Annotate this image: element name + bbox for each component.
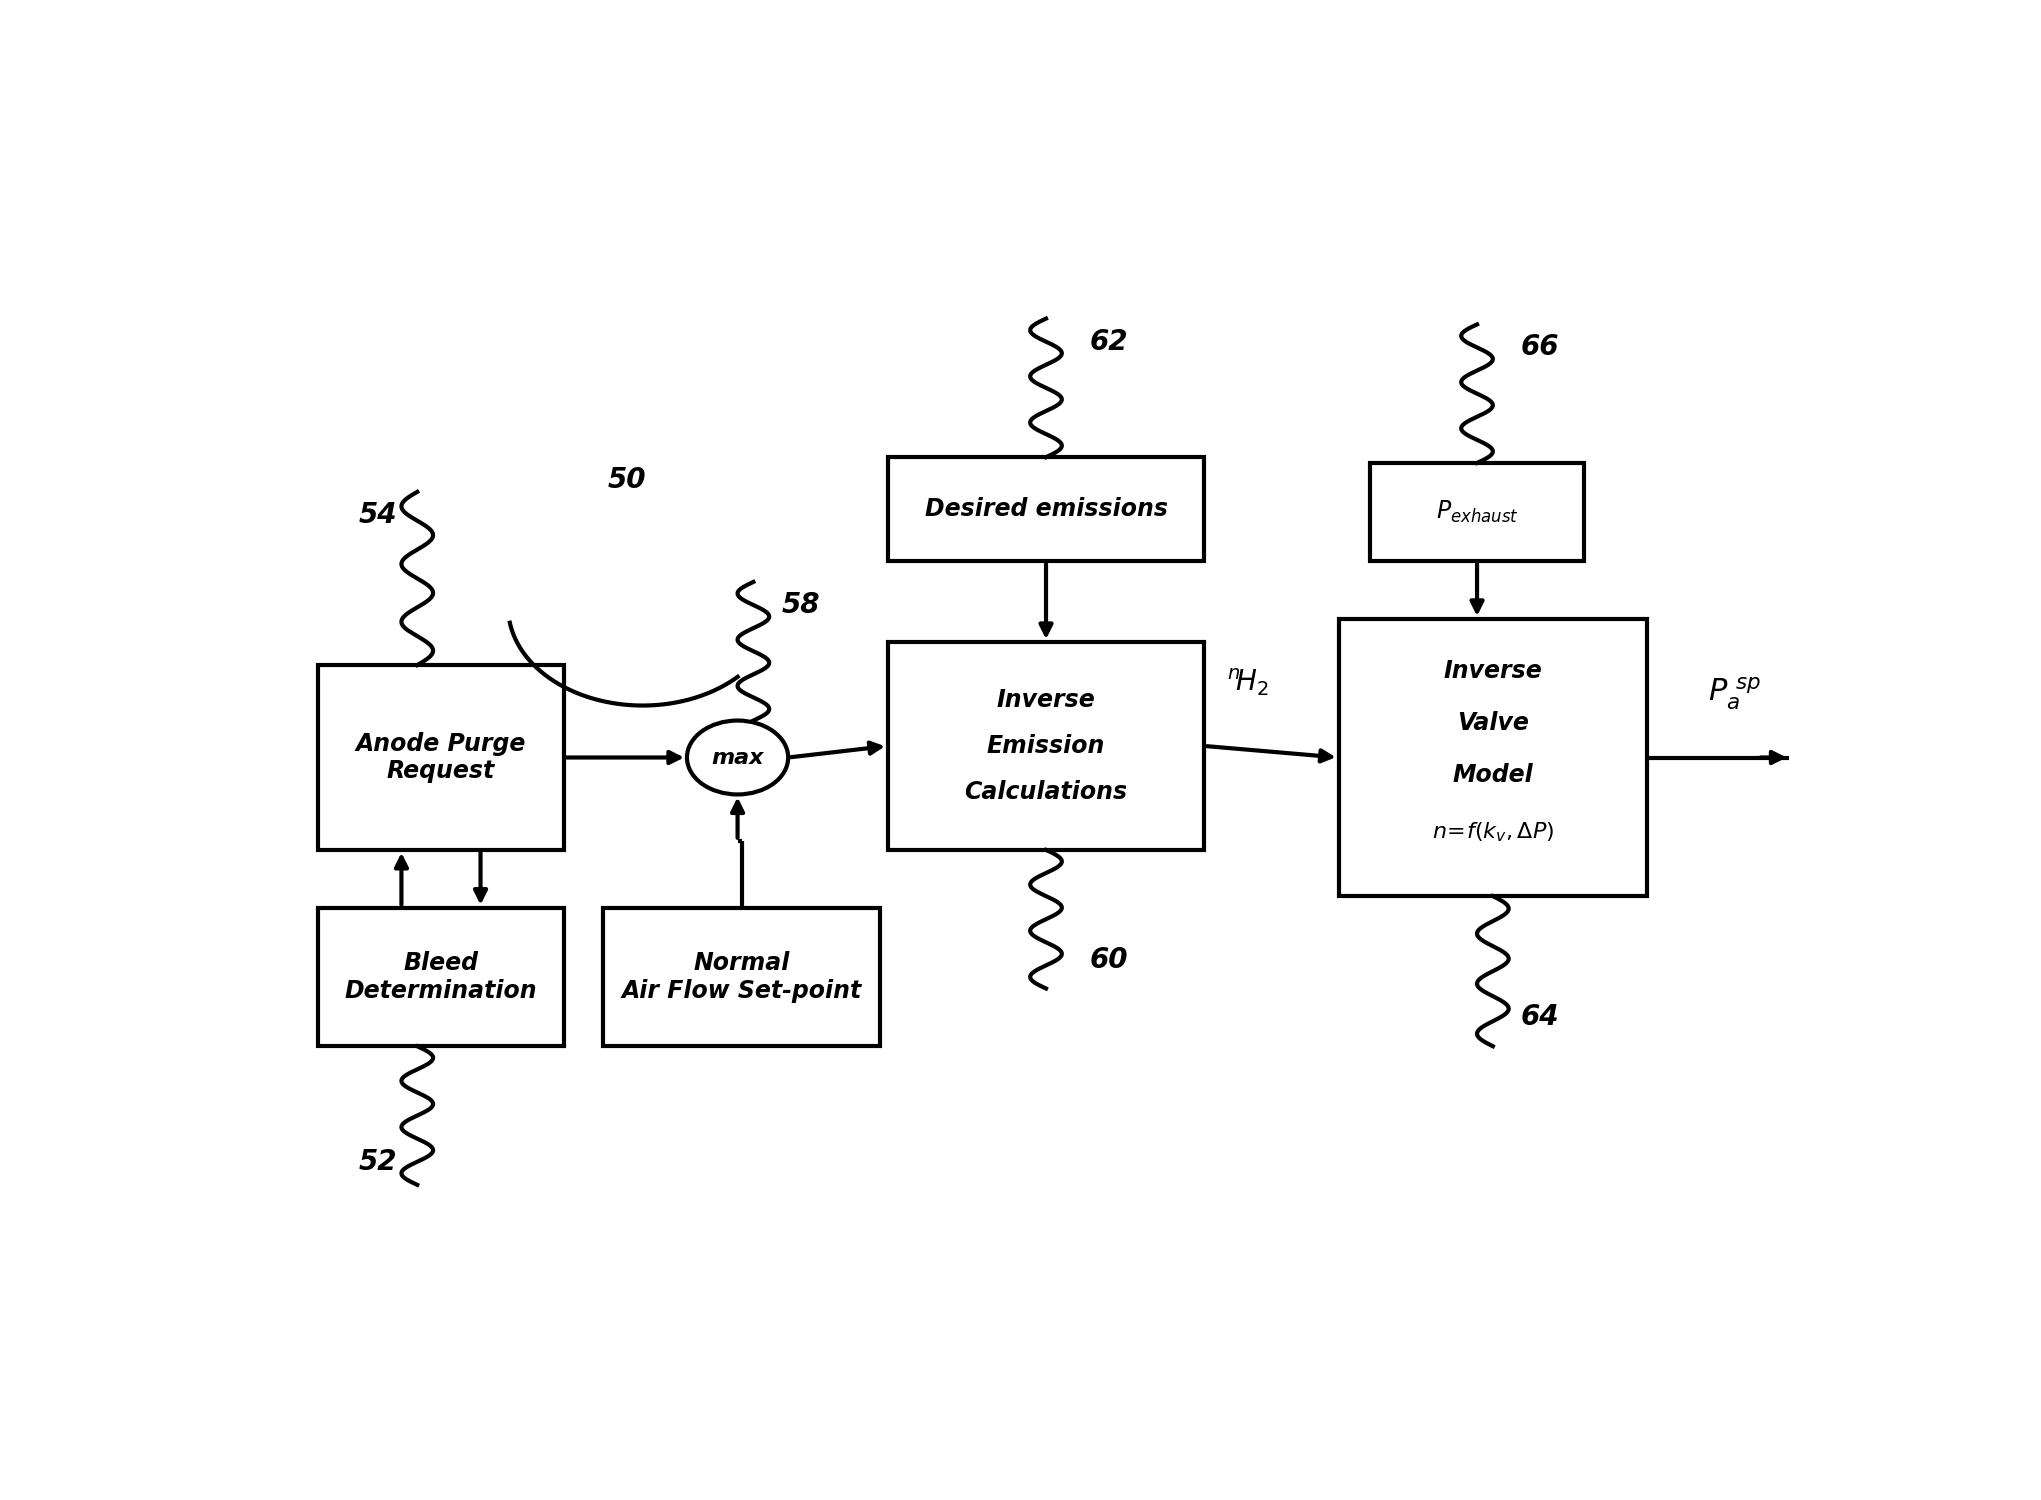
Text: Valve: Valve: [1457, 711, 1529, 735]
Circle shape: [688, 720, 788, 795]
Bar: [1339, 620, 1647, 896]
Text: 58: 58: [782, 591, 820, 620]
Text: 64: 64: [1521, 1004, 1559, 1032]
Text: max: max: [712, 747, 763, 768]
Text: Model: Model: [1453, 764, 1533, 788]
Text: Normal
Air Flow Set-point: Normal Air Flow Set-point: [620, 951, 861, 1004]
Bar: [1370, 464, 1584, 561]
Bar: [318, 664, 563, 850]
Bar: [888, 458, 1204, 561]
Text: $n\!=\!f(k_v,\Delta P)$: $n\!=\!f(k_v,\Delta P)$: [1433, 821, 1553, 844]
Text: 50: 50: [608, 466, 647, 495]
Bar: [604, 908, 880, 1047]
Text: Inverse: Inverse: [996, 687, 1096, 712]
Bar: [888, 642, 1204, 850]
Text: Bleed
Determination: Bleed Determination: [345, 951, 537, 1004]
Text: Calculations: Calculations: [965, 780, 1127, 804]
Text: Anode Purge
Request: Anode Purge Request: [355, 732, 527, 783]
Bar: [318, 908, 563, 1047]
Text: Desired emissions: Desired emissions: [925, 496, 1167, 520]
Text: 52: 52: [359, 1148, 396, 1176]
Text: Emission: Emission: [988, 734, 1104, 758]
Text: 62: 62: [1090, 327, 1129, 356]
Text: $P_{exhaust}$: $P_{exhaust}$: [1435, 500, 1519, 525]
Text: $^n\!H_2$: $^n\!H_2$: [1227, 668, 1270, 698]
Text: $P_a^{\ sp}$: $P_a^{\ sp}$: [1708, 675, 1761, 712]
Text: 54: 54: [359, 501, 396, 530]
Text: Inverse: Inverse: [1443, 658, 1543, 682]
Text: 60: 60: [1090, 945, 1129, 974]
Text: 66: 66: [1521, 333, 1559, 362]
